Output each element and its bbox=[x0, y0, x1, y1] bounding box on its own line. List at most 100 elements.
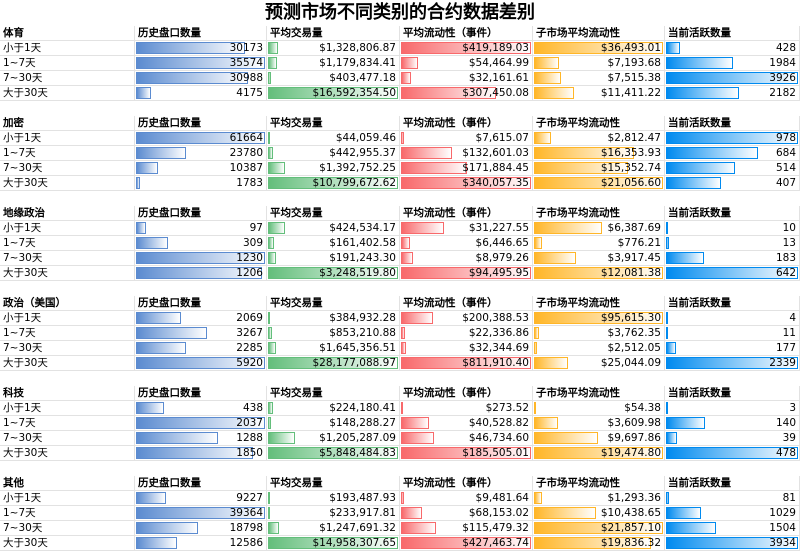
data-cell: $185,505.01 bbox=[400, 446, 533, 461]
data-bar bbox=[534, 267, 663, 279]
data-cell: $307,450.08 bbox=[400, 86, 533, 101]
cell-value: 12586 bbox=[229, 537, 263, 549]
data-cell: 11 bbox=[665, 326, 800, 341]
data-cell: $171,884.45 bbox=[400, 161, 533, 176]
data-cell: 478 bbox=[665, 446, 800, 461]
data-cell: $193,487.93 bbox=[267, 491, 400, 506]
section-name: 其他 bbox=[0, 476, 135, 491]
data-bar bbox=[136, 237, 169, 249]
data-bar bbox=[136, 342, 186, 354]
row-label: 7~30天 bbox=[0, 161, 135, 176]
cell-value: 1984 bbox=[769, 57, 796, 69]
data-bar bbox=[666, 432, 677, 444]
data-bar bbox=[534, 87, 575, 99]
data-cell: 18798 bbox=[135, 521, 267, 536]
row-label: 1~7天 bbox=[0, 236, 135, 251]
data-cell: $28,177,088.97 bbox=[267, 356, 400, 371]
data-cell: $427,463.74 bbox=[400, 536, 533, 551]
data-bar bbox=[401, 537, 531, 549]
data-bar bbox=[666, 522, 717, 534]
row-label: 大于30天 bbox=[0, 86, 135, 101]
section-name: 科技 bbox=[0, 386, 135, 401]
cell-value: 2182 bbox=[769, 87, 796, 99]
data-cell: $68,153.02 bbox=[400, 506, 533, 521]
data-cell: 5920 bbox=[135, 356, 267, 371]
cell-value: $44,059.46 bbox=[335, 132, 396, 144]
data-bar bbox=[401, 312, 434, 324]
data-bar bbox=[136, 537, 178, 549]
data-cell: $22,336.86 bbox=[400, 326, 533, 341]
data-cell: $6,387.69 bbox=[533, 221, 665, 236]
data-cell: $132,601.03 bbox=[400, 146, 533, 161]
data-cell: 978 bbox=[665, 131, 800, 146]
row-label: 小于1天 bbox=[0, 491, 135, 506]
cell-value: $3,248,519.80 bbox=[319, 267, 396, 279]
data-cell: $11,411.22 bbox=[533, 86, 665, 101]
data-bar bbox=[666, 447, 798, 459]
cell-value: $12,081.38 bbox=[600, 267, 661, 279]
data-bar bbox=[534, 342, 538, 354]
cell-value: 81 bbox=[782, 492, 796, 504]
data-cell: $54.38 bbox=[533, 401, 665, 416]
data-cell: 1288 bbox=[135, 431, 267, 446]
data-bar bbox=[401, 42, 531, 54]
data-cell: $1,179,834.41 bbox=[267, 56, 400, 71]
data-cell: $442,955.37 bbox=[267, 146, 400, 161]
cell-value: $1,392,752.25 bbox=[319, 162, 396, 174]
data-bar bbox=[666, 177, 721, 189]
row-label: 小于1天 bbox=[0, 221, 135, 236]
data-cell: $853,210.88 bbox=[267, 326, 400, 341]
data-bar bbox=[534, 447, 663, 459]
cell-value: $25,044.09 bbox=[600, 357, 661, 369]
data-bar bbox=[401, 267, 531, 279]
cell-value: 39 bbox=[782, 432, 796, 444]
data-bar bbox=[401, 72, 411, 84]
data-cell: 2037 bbox=[135, 416, 267, 431]
data-cell: $233,917.81 bbox=[267, 506, 400, 521]
data-bar bbox=[136, 57, 265, 69]
data-bar bbox=[136, 402, 164, 414]
data-bar bbox=[401, 147, 452, 159]
cell-value: $185,505.01 bbox=[462, 447, 529, 459]
section-name: 政治（美国） bbox=[0, 296, 135, 311]
cell-value: $811,910.40 bbox=[462, 357, 529, 369]
data-bar bbox=[534, 492, 542, 504]
data-cell: $148,288.27 bbox=[267, 416, 400, 431]
cell-value: 1230 bbox=[236, 252, 263, 264]
data-cell: $54,464.99 bbox=[400, 56, 533, 71]
data-bar bbox=[666, 132, 798, 144]
cell-value: $6,387.69 bbox=[607, 222, 661, 234]
data-cell: $40,528.82 bbox=[400, 416, 533, 431]
data-cell: $44,059.46 bbox=[267, 131, 400, 146]
data-cell: 1230 bbox=[135, 251, 267, 266]
cell-value: $54.38 bbox=[624, 402, 661, 414]
data-cell: 3267 bbox=[135, 326, 267, 341]
column-header: 历史盘口数量 bbox=[135, 116, 267, 131]
cell-value: 18798 bbox=[229, 522, 263, 534]
data-bar bbox=[136, 267, 263, 279]
data-cell: $16,592,354.50 bbox=[267, 86, 400, 101]
data-cell: 30173 bbox=[135, 41, 267, 56]
data-cell: $1,247,691.32 bbox=[267, 521, 400, 536]
data-bar bbox=[136, 177, 140, 189]
row-label: 小于1天 bbox=[0, 401, 135, 416]
cell-value: $16,353.93 bbox=[600, 147, 661, 159]
cell-value: $14,958,307.65 bbox=[312, 537, 397, 549]
data-cell: 23780 bbox=[135, 146, 267, 161]
data-bar bbox=[401, 342, 407, 354]
data-bar bbox=[268, 147, 274, 159]
data-cell: $8,979.26 bbox=[400, 251, 533, 266]
data-bar bbox=[268, 252, 276, 264]
data-cell: 183 bbox=[665, 251, 800, 266]
data-bar bbox=[666, 252, 704, 264]
data-bar bbox=[268, 342, 276, 354]
data-bar bbox=[534, 312, 663, 324]
data-bar bbox=[136, 132, 265, 144]
data-bar bbox=[136, 252, 265, 264]
data-cell: $1,293.36 bbox=[533, 491, 665, 506]
data-bar bbox=[401, 57, 418, 69]
cell-value: 1288 bbox=[236, 432, 263, 444]
cell-value: 30988 bbox=[229, 72, 263, 84]
data-bar bbox=[534, 237, 543, 249]
